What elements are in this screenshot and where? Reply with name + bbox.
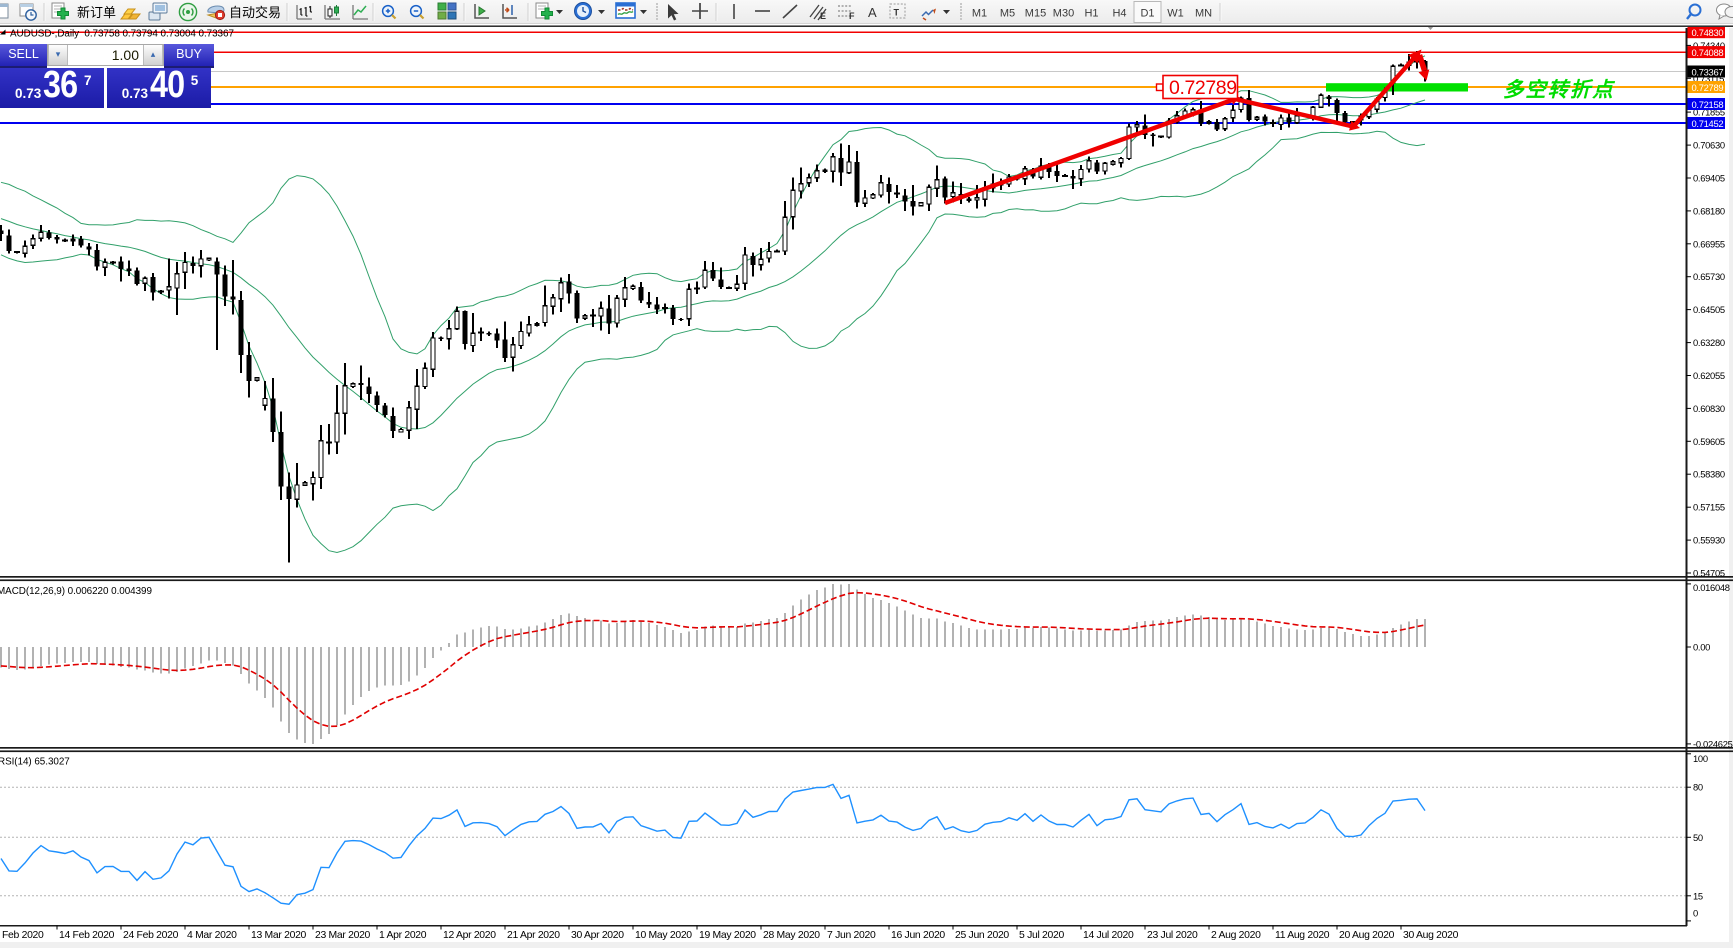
svg-text:11 Aug 2020: 11 Aug 2020 bbox=[1275, 930, 1330, 941]
svg-text:A: A bbox=[868, 5, 877, 20]
svg-text:14 Jul 2020: 14 Jul 2020 bbox=[1083, 930, 1134, 941]
svg-text:0.59605: 0.59605 bbox=[1693, 436, 1725, 447]
svg-text:25 Jun 2020: 25 Jun 2020 bbox=[955, 930, 1009, 941]
svg-text:新订单: 新订单 bbox=[77, 5, 116, 20]
svg-text:H1: H1 bbox=[1084, 8, 1098, 20]
svg-text:24 Feb 2020: 24 Feb 2020 bbox=[123, 930, 179, 941]
svg-text:28 May 2020: 28 May 2020 bbox=[763, 930, 820, 941]
svg-text:5 Jul 2020: 5 Jul 2020 bbox=[1019, 930, 1064, 941]
svg-text:0.62055: 0.62055 bbox=[1693, 370, 1725, 381]
svg-text:M1: M1 bbox=[972, 8, 987, 20]
svg-text:0.60830: 0.60830 bbox=[1693, 403, 1725, 414]
svg-text:2 Aug 2020: 2 Aug 2020 bbox=[1211, 930, 1261, 941]
svg-text:80: 80 bbox=[1693, 782, 1703, 793]
svg-text:M15: M15 bbox=[1025, 8, 1046, 20]
svg-text:T: T bbox=[894, 8, 900, 18]
svg-text:E: E bbox=[820, 11, 826, 21]
svg-text:0.65730: 0.65730 bbox=[1693, 271, 1725, 282]
svg-text:7 Jun 2020: 7 Jun 2020 bbox=[827, 930, 876, 941]
svg-text:F: F bbox=[849, 11, 855, 21]
svg-text:0: 0 bbox=[1693, 908, 1698, 919]
svg-text:0.64505: 0.64505 bbox=[1693, 304, 1725, 315]
svg-text:0.68180: 0.68180 bbox=[1693, 205, 1725, 216]
svg-text:30 Apr 2020: 30 Apr 2020 bbox=[571, 930, 624, 941]
svg-text:13 Mar 2020: 13 Mar 2020 bbox=[251, 930, 307, 941]
svg-text:0.73115: 0.73115 bbox=[1693, 73, 1724, 84]
svg-text:12 Apr 2020: 12 Apr 2020 bbox=[443, 930, 496, 941]
svg-text:0.72789: 0.72789 bbox=[1692, 82, 1724, 93]
svg-text:0.72789: 0.72789 bbox=[1169, 77, 1237, 99]
svg-text:0.55930: 0.55930 bbox=[1693, 535, 1725, 546]
svg-text:0.74088: 0.74088 bbox=[1692, 47, 1724, 58]
svg-text:0.69405: 0.69405 bbox=[1693, 173, 1725, 184]
svg-text:0.016048: 0.016048 bbox=[1693, 582, 1730, 593]
svg-text:0.73367: 0.73367 bbox=[1692, 66, 1724, 77]
svg-text:0.63280: 0.63280 bbox=[1693, 337, 1725, 348]
svg-text:MACD(12,26,9) 0.006220 0.00439: MACD(12,26,9) 0.006220 0.004399 bbox=[0, 586, 152, 597]
svg-text:20 Aug 2020: 20 Aug 2020 bbox=[1339, 930, 1395, 941]
svg-text:0.74830: 0.74830 bbox=[1692, 27, 1724, 38]
svg-text:AUDUSD-,Daily 0.73758 0.73794: AUDUSD-,Daily 0.73758 0.73794 0.73004 0.… bbox=[10, 28, 234, 39]
svg-text:Feb 2020: Feb 2020 bbox=[2, 930, 44, 941]
svg-text:0.70630: 0.70630 bbox=[1693, 140, 1725, 151]
svg-text:自动交易: 自动交易 bbox=[229, 5, 281, 20]
svg-text:14 Feb 2020: 14 Feb 2020 bbox=[59, 930, 115, 941]
svg-text:H4: H4 bbox=[1112, 8, 1126, 20]
svg-text:-0.024625: -0.024625 bbox=[1693, 738, 1733, 749]
svg-text:W1: W1 bbox=[1167, 8, 1184, 20]
svg-text:0.54705: 0.54705 bbox=[1693, 568, 1725, 579]
svg-text:19 May 2020: 19 May 2020 bbox=[699, 930, 756, 941]
svg-text:0.00: 0.00 bbox=[1693, 642, 1710, 653]
svg-text:100: 100 bbox=[1693, 753, 1708, 764]
svg-text:4 Mar 2020: 4 Mar 2020 bbox=[187, 930, 237, 941]
svg-text:D1: D1 bbox=[1140, 8, 1154, 20]
svg-text:0.74340: 0.74340 bbox=[1693, 40, 1725, 51]
svg-text:23 Jul 2020: 23 Jul 2020 bbox=[1147, 930, 1198, 941]
svg-text:0.57155: 0.57155 bbox=[1693, 502, 1725, 513]
svg-text:50: 50 bbox=[1693, 832, 1703, 843]
svg-text:30 Aug 2020: 30 Aug 2020 bbox=[1403, 930, 1459, 941]
svg-text:23 Mar 2020: 23 Mar 2020 bbox=[315, 930, 371, 941]
svg-text:10 May 2020: 10 May 2020 bbox=[635, 930, 692, 941]
svg-text:0.71452: 0.71452 bbox=[1692, 118, 1724, 129]
svg-text:21 Apr 2020: 21 Apr 2020 bbox=[507, 930, 560, 941]
svg-text:1 Apr 2020: 1 Apr 2020 bbox=[379, 930, 427, 941]
svg-text:多空转折点: 多空转折点 bbox=[1503, 79, 1615, 102]
svg-text:RSI(14) 65.3027: RSI(14) 65.3027 bbox=[0, 757, 70, 768]
svg-text:0.66955: 0.66955 bbox=[1693, 238, 1725, 249]
svg-text:M5: M5 bbox=[1000, 8, 1015, 20]
svg-text:MN: MN bbox=[1195, 8, 1212, 20]
svg-text:0.71855: 0.71855 bbox=[1693, 107, 1725, 118]
svg-text:0.72158: 0.72158 bbox=[1692, 99, 1724, 110]
svg-text:16 Jun 2020: 16 Jun 2020 bbox=[891, 930, 945, 941]
svg-text:15: 15 bbox=[1693, 890, 1703, 901]
svg-text:0.58380: 0.58380 bbox=[1693, 469, 1725, 480]
svg-text:M30: M30 bbox=[1053, 8, 1074, 20]
